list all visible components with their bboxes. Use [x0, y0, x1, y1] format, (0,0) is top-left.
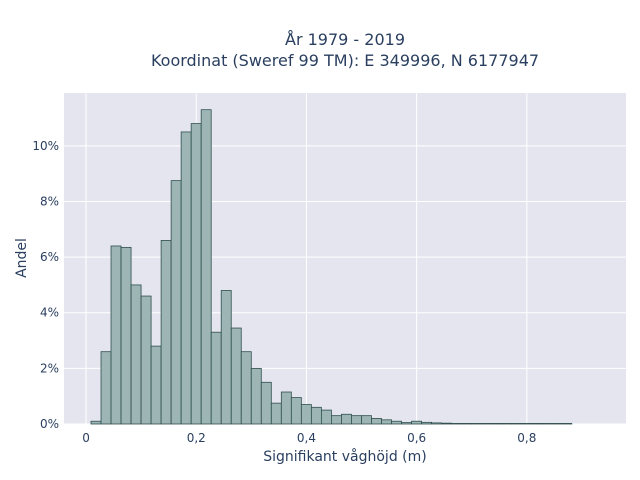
- histogram-bar: [110, 245, 122, 425]
- histogram-bars: [90, 109, 573, 425]
- histogram-bar: [521, 423, 533, 425]
- histogram-bar: [491, 423, 503, 425]
- grid-lines: [64, 93, 626, 425]
- histogram-bar: [461, 423, 473, 425]
- histogram-bar: [371, 418, 382, 425]
- histogram-bar: [431, 422, 442, 425]
- histogram-bar: [331, 415, 342, 425]
- histogram-bar: [411, 420, 422, 425]
- histogram-bar: [541, 423, 553, 425]
- histogram-bar: [160, 240, 172, 425]
- histogram-bar: [260, 381, 272, 425]
- histogram-bar: [320, 409, 332, 425]
- histogram-bar: [351, 415, 362, 425]
- histogram-bar: [200, 109, 212, 425]
- histogram-bar: [531, 423, 543, 425]
- chart-title-line1: År 1979 - 2019: [285, 30, 405, 49]
- histogram-bar: [100, 351, 112, 425]
- y-tick-label: 4%: [40, 306, 59, 320]
- histogram-bar: [361, 415, 372, 425]
- histogram-bar: [501, 423, 513, 425]
- histogram-bar: [220, 290, 232, 425]
- histogram-bar: [190, 123, 202, 425]
- x-axis-ticks: 0 0,2 0,4 0,6 0,8: [82, 431, 536, 445]
- x-tick-label: 0,2: [187, 431, 206, 445]
- histogram-bar: [270, 402, 282, 425]
- histogram-bar: [561, 423, 573, 425]
- histogram-bar: [150, 345, 162, 425]
- histogram-bar: [441, 422, 453, 425]
- x-tick-label: 0,8: [517, 431, 536, 445]
- y-tick-label: 10%: [32, 139, 59, 153]
- histogram-bar: [120, 246, 132, 425]
- histogram-bar: [250, 367, 262, 425]
- histogram-bar: [230, 327, 242, 425]
- histogram-bar: [180, 131, 192, 425]
- y-tick-label: 8%: [40, 194, 59, 208]
- chart-title-line2: Koordinat (Sweref 99 TM): E 349996, N 61…: [151, 51, 539, 70]
- x-axis-title: Signifikant våghöjd (m): [263, 448, 426, 465]
- histogram-bar: [451, 423, 463, 425]
- histogram-bar: [140, 295, 152, 425]
- y-axis-title: Andel: [14, 238, 30, 278]
- histogram-bar: [90, 420, 102, 425]
- histogram-bar: [341, 413, 352, 425]
- y-tick-label: 0%: [40, 417, 59, 431]
- histogram-bar: [381, 419, 392, 425]
- histogram-bar: [290, 397, 302, 425]
- histogram-bar: [170, 180, 182, 425]
- histogram-bar: [471, 423, 483, 425]
- y-tick-label: 6%: [40, 250, 59, 264]
- y-tick-label: 2%: [40, 361, 59, 375]
- x-tick-label: 0,4: [297, 431, 316, 445]
- y-axis-ticks: 0% 2% 4% 6% 8% 10%: [32, 139, 59, 431]
- histogram-bar: [280, 391, 292, 425]
- histogram-bar: [300, 404, 312, 425]
- histogram-bar: [310, 406, 322, 425]
- histogram-bar: [130, 284, 142, 425]
- histogram-bar: [401, 422, 412, 425]
- x-tick-label: 0: [82, 431, 90, 445]
- histogram-bar: [421, 421, 432, 425]
- histogram-bar: [481, 423, 493, 425]
- histogram-bar: [551, 423, 563, 425]
- histogram-bar: [240, 351, 252, 425]
- x-tick-label: 0,6: [407, 431, 426, 445]
- histogram-bar: [391, 420, 402, 425]
- histogram-bar: [210, 331, 222, 425]
- histogram-bar: [511, 423, 523, 425]
